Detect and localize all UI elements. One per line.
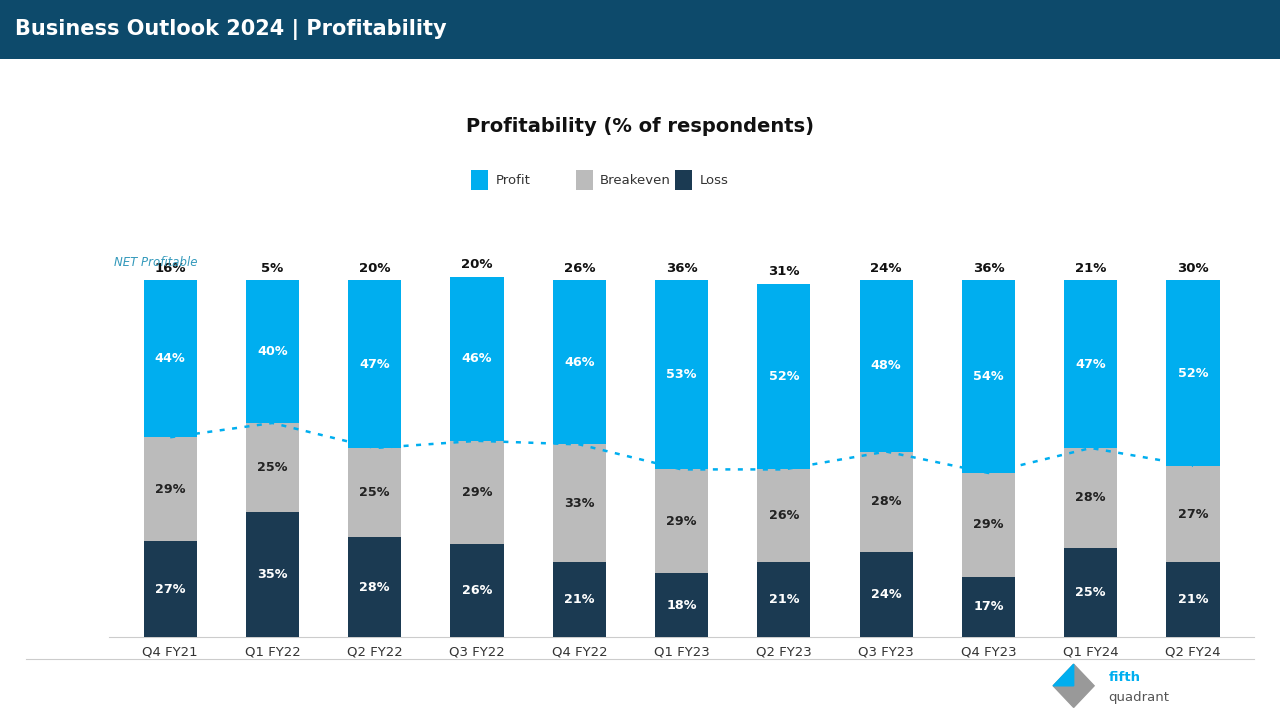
Text: 36%: 36% <box>973 262 1005 275</box>
Text: 26%: 26% <box>769 509 799 522</box>
Bar <box>246 423 300 512</box>
Bar <box>860 280 913 451</box>
Bar <box>961 577 1015 637</box>
Text: Loss: Loss <box>700 174 728 186</box>
Text: 28%: 28% <box>1075 492 1106 505</box>
Text: 16%: 16% <box>155 262 186 275</box>
Text: Business Outlook 2024 | Profitability: Business Outlook 2024 | Profitability <box>15 19 447 40</box>
Bar <box>553 280 605 444</box>
Bar <box>1166 562 1220 637</box>
Text: 40%: 40% <box>257 345 288 358</box>
Bar <box>576 170 593 189</box>
Bar <box>143 280 197 437</box>
Text: 28%: 28% <box>360 581 390 594</box>
Text: 35%: 35% <box>257 568 288 581</box>
Text: 52%: 52% <box>768 370 799 383</box>
Text: 36%: 36% <box>666 262 698 275</box>
Text: 24%: 24% <box>870 262 902 275</box>
Text: 21%: 21% <box>768 593 799 606</box>
Text: Profit: Profit <box>497 174 531 186</box>
Bar <box>860 451 913 552</box>
Bar <box>1064 280 1117 448</box>
Text: 18%: 18% <box>667 598 696 611</box>
Bar <box>860 552 913 637</box>
Bar <box>246 280 300 423</box>
Text: 54%: 54% <box>973 370 1004 383</box>
Text: 26%: 26% <box>462 585 493 598</box>
Bar <box>348 537 402 637</box>
Bar <box>1166 280 1220 466</box>
Bar <box>553 562 605 637</box>
Bar <box>471 170 489 189</box>
Text: 46%: 46% <box>462 352 493 365</box>
Text: 27%: 27% <box>155 582 186 595</box>
Text: 48%: 48% <box>870 359 901 372</box>
Bar <box>143 541 197 637</box>
Text: 46%: 46% <box>564 356 595 369</box>
Text: 53%: 53% <box>667 369 696 382</box>
Text: 31%: 31% <box>768 266 800 279</box>
Text: 24%: 24% <box>870 588 901 601</box>
Text: 21%: 21% <box>1075 262 1106 275</box>
Text: 33%: 33% <box>564 497 595 510</box>
Text: 17%: 17% <box>973 600 1004 613</box>
Bar <box>758 284 810 469</box>
Text: 20%: 20% <box>358 262 390 275</box>
Text: 44%: 44% <box>155 352 186 365</box>
Text: 52%: 52% <box>1178 366 1208 379</box>
Bar <box>758 469 810 562</box>
Bar <box>348 448 402 537</box>
Bar <box>246 512 300 637</box>
Bar <box>451 276 503 441</box>
Text: 25%: 25% <box>257 461 288 474</box>
Text: Profitability (% of respondents): Profitability (% of respondents) <box>466 117 814 136</box>
Bar <box>451 544 503 637</box>
Text: quadrant: quadrant <box>1108 691 1170 704</box>
Bar <box>655 469 708 573</box>
Polygon shape <box>1053 664 1094 707</box>
Bar <box>1064 548 1117 637</box>
Text: 25%: 25% <box>360 486 390 499</box>
Text: 28%: 28% <box>870 495 901 508</box>
Text: 26%: 26% <box>563 262 595 275</box>
Bar <box>348 280 402 448</box>
Text: 29%: 29% <box>667 515 696 528</box>
Bar <box>675 170 692 189</box>
Polygon shape <box>1053 664 1074 685</box>
Text: 29%: 29% <box>462 486 493 499</box>
Bar <box>553 444 605 562</box>
Text: 27%: 27% <box>1178 508 1208 521</box>
Text: 47%: 47% <box>1075 358 1106 371</box>
Bar <box>758 562 810 637</box>
Text: 29%: 29% <box>973 518 1004 531</box>
Bar <box>1064 448 1117 548</box>
Bar <box>961 473 1015 577</box>
Text: 29%: 29% <box>155 482 186 495</box>
Bar <box>655 280 708 469</box>
Text: fifth: fifth <box>1108 671 1140 684</box>
Text: 21%: 21% <box>1178 593 1208 606</box>
Text: 20%: 20% <box>461 258 493 271</box>
Text: Breakeven: Breakeven <box>600 174 671 186</box>
Bar <box>1166 466 1220 562</box>
Text: 21%: 21% <box>564 593 595 606</box>
Text: NET Profitable: NET Profitable <box>114 256 197 269</box>
Bar <box>451 441 503 544</box>
Bar <box>655 573 708 637</box>
Text: 47%: 47% <box>360 358 390 371</box>
Text: 30%: 30% <box>1178 262 1208 275</box>
Bar <box>961 280 1015 473</box>
Text: 5%: 5% <box>261 262 284 275</box>
Bar <box>143 437 197 541</box>
Text: 25%: 25% <box>1075 586 1106 599</box>
